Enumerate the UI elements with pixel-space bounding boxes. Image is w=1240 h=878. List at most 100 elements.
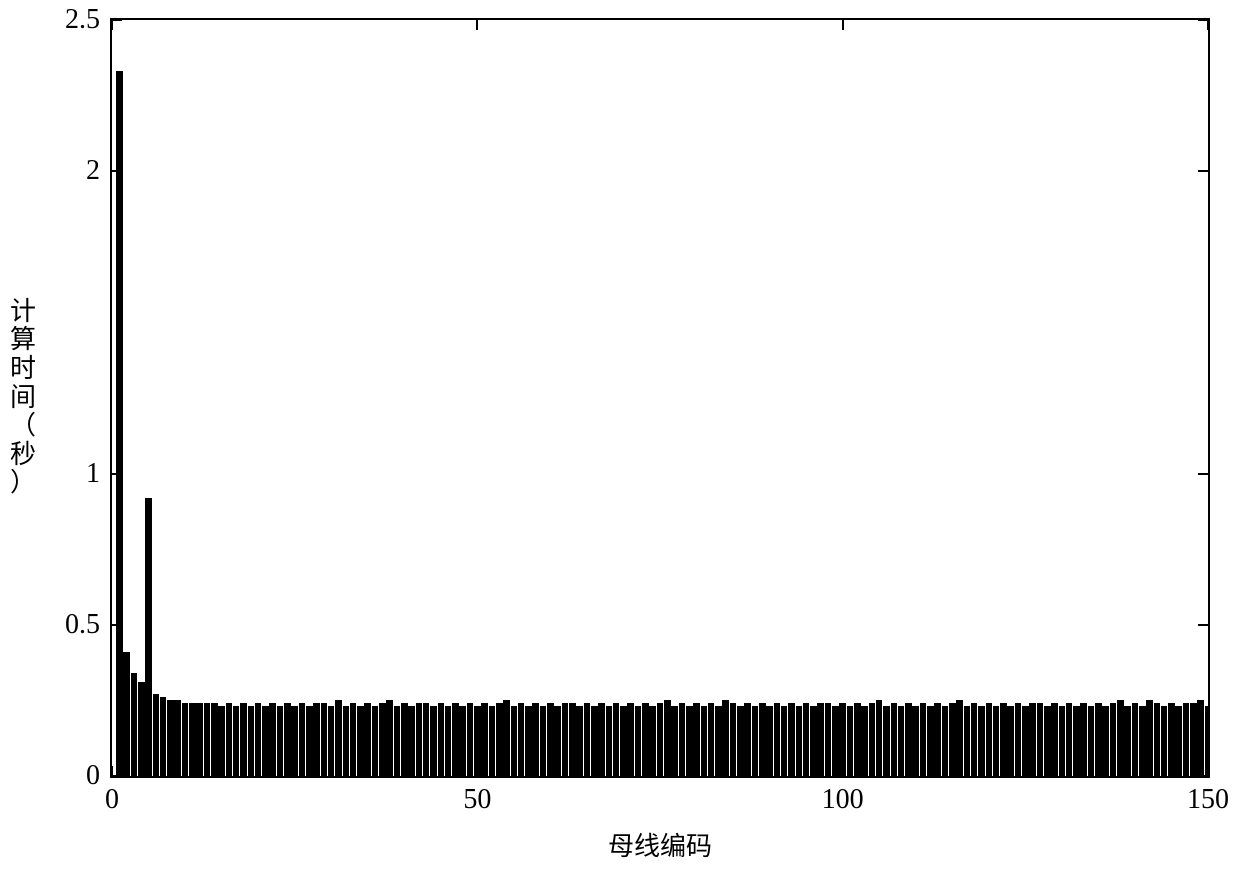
bar <box>416 703 423 776</box>
bar <box>664 700 671 776</box>
y-axis-label-char: 间 <box>8 384 38 413</box>
bar <box>481 703 488 776</box>
bar <box>218 706 225 776</box>
figure: 计算时间（秒） 母线编码 05010015000.51522.5 <box>0 0 1240 878</box>
bar <box>364 703 371 776</box>
bar <box>496 703 503 776</box>
bar <box>554 706 561 776</box>
bar <box>196 703 203 776</box>
bar <box>430 706 437 776</box>
bar <box>905 703 912 776</box>
bar <box>1154 703 1161 776</box>
bar <box>971 703 978 776</box>
bar <box>993 706 1000 776</box>
bar <box>591 706 598 776</box>
bar <box>606 706 613 776</box>
bar <box>160 697 167 776</box>
bar <box>949 703 956 776</box>
bar <box>1102 706 1109 776</box>
bar <box>861 706 868 776</box>
bar <box>1088 706 1095 776</box>
bar <box>211 703 218 776</box>
bar <box>627 703 634 776</box>
bar <box>1022 706 1029 776</box>
bar <box>1190 703 1197 776</box>
bar <box>138 682 145 776</box>
bar <box>876 700 883 776</box>
bar <box>1059 706 1066 776</box>
bar <box>781 706 788 776</box>
bar <box>503 700 510 776</box>
bar <box>693 703 700 776</box>
bar <box>722 700 729 776</box>
bar <box>262 706 269 776</box>
bar <box>525 706 532 776</box>
bar <box>679 703 686 776</box>
bar <box>248 706 255 776</box>
bar <box>883 706 890 776</box>
bar <box>299 703 306 776</box>
bar <box>350 703 357 776</box>
x-tick-label: 50 <box>463 784 491 816</box>
bar <box>635 706 642 776</box>
bar <box>1183 703 1190 776</box>
bar <box>912 706 919 776</box>
bar <box>284 703 291 776</box>
y-tick-label: 0 <box>86 760 100 792</box>
bar <box>445 706 452 776</box>
y-tick-label: 2.5 <box>65 4 100 36</box>
bar <box>408 706 415 776</box>
y-tick <box>1198 19 1208 21</box>
y-tick <box>112 473 122 475</box>
y-tick <box>112 775 122 777</box>
y-axis-label-char: 计 <box>8 298 38 327</box>
bar <box>956 700 963 776</box>
bar <box>357 706 364 776</box>
y-axis-label-char: 秒 <box>8 441 38 470</box>
y-tick <box>112 19 122 21</box>
bar <box>401 703 408 776</box>
bar <box>1161 706 1168 776</box>
plot-area <box>110 18 1210 778</box>
bar <box>1080 703 1087 776</box>
bar <box>562 703 569 776</box>
bar <box>145 498 152 776</box>
bar <box>1066 703 1073 776</box>
bar <box>920 703 927 776</box>
bar <box>372 706 379 776</box>
bar <box>167 700 174 776</box>
x-tick <box>842 766 844 776</box>
bar <box>598 703 605 776</box>
bar <box>226 703 233 776</box>
bar <box>759 703 766 776</box>
bar <box>803 703 810 776</box>
bar <box>854 703 861 776</box>
y-axis-label-char: 算 <box>8 326 38 355</box>
bar <box>204 703 211 776</box>
bar <box>189 703 196 776</box>
bar <box>942 706 949 776</box>
x-tick <box>1207 20 1209 30</box>
bar <box>1139 706 1146 776</box>
bar <box>964 706 971 776</box>
bar <box>269 703 276 776</box>
bar <box>620 706 627 776</box>
y-axis-label-char: 时 <box>8 355 38 384</box>
bar <box>649 706 656 776</box>
bar <box>174 700 181 776</box>
bar <box>452 703 459 776</box>
bar <box>796 706 803 776</box>
bar <box>715 706 722 776</box>
bar <box>1007 706 1014 776</box>
x-tick <box>476 766 478 776</box>
bar <box>671 706 678 776</box>
x-tick <box>476 20 478 30</box>
bar <box>379 703 386 776</box>
bar <box>182 703 189 776</box>
bar <box>810 706 817 776</box>
y-axis-label-char: ） <box>8 469 38 498</box>
bar <box>153 694 160 776</box>
bar <box>817 703 824 776</box>
bar <box>1168 703 1175 776</box>
bar <box>1073 706 1080 776</box>
